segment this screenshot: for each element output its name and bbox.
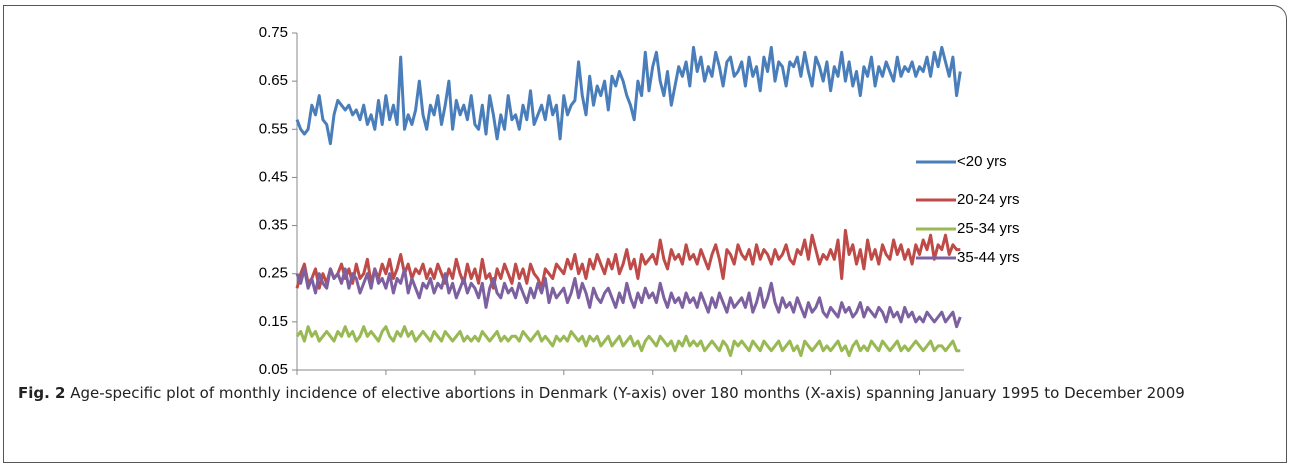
x-tick-label: 1995 (280, 377, 313, 380)
x-tick-label: 2003 (636, 377, 669, 380)
legend-label: 25-34 yrs (957, 220, 1020, 237)
legend-label: 35-44 yrs (957, 249, 1020, 266)
caption: Fig. 2 Age-specific plot of monthly inci… (18, 382, 1258, 405)
y-tick-label: 0.25 (259, 265, 288, 282)
x-tick-label: 2001 (547, 377, 580, 380)
y-tick-label: 0.35 (259, 217, 288, 234)
figure-card (3, 5, 1287, 463)
y-tick-label: 0.55 (259, 120, 288, 137)
x-tick-label: 1997 (369, 377, 402, 380)
y-tick-label: 0.45 (259, 168, 288, 185)
x-tick-label: 1999 (458, 377, 491, 380)
x-tick-label: 2009 (903, 377, 936, 380)
x-tick-label: 2007 (814, 377, 847, 380)
x-tick-label: 2005 (725, 377, 758, 380)
legend-label: 20-24 yrs (957, 191, 1020, 208)
caption-text: Age-specific plot of monthly incidence o… (70, 384, 1185, 402)
y-tick-label: 0.15 (259, 313, 288, 330)
series-line (295, 325, 961, 358)
y-tick-label: 0.05 (259, 361, 288, 378)
caption-label: Fig. 2 (18, 384, 66, 402)
y-tick-label: 0.65 (259, 72, 288, 89)
y-tick-label: 0.75 (259, 24, 288, 41)
legend-label: <20 yrs (957, 153, 1007, 170)
series-line (295, 45, 962, 146)
series-line (295, 228, 961, 290)
series-line (295, 267, 962, 329)
chart: 0.05 0.15 0.25 0.35 0.45 0.55 0.65 0.75 1995 1997… (259, 24, 1020, 380)
